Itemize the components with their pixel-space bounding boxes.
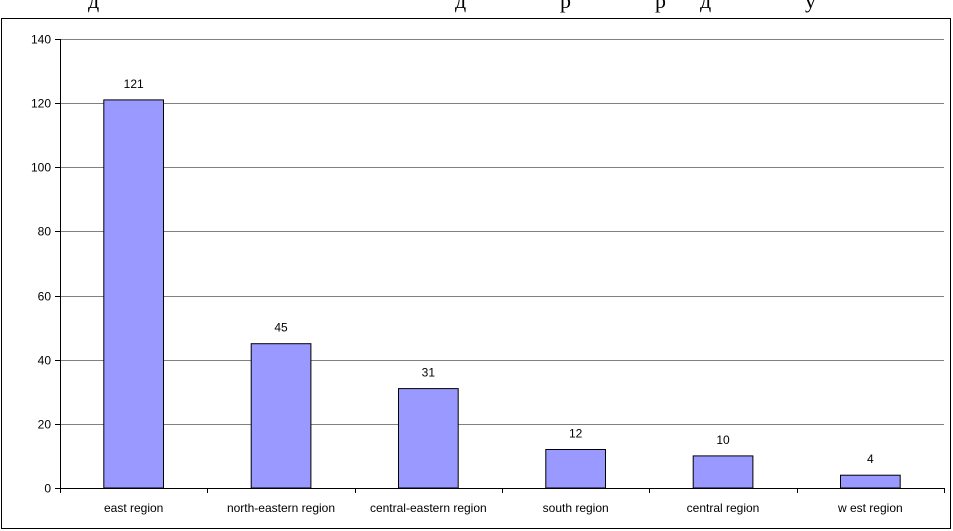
x-category-label: north-eastern region (227, 501, 335, 515)
gridlines (60, 39, 944, 425)
cropped-caption-fragment: р (655, 0, 666, 13)
cropped-caption-fragment: р (560, 0, 571, 13)
x-axis-ticks: east region north-eastern region central-e… (60, 488, 945, 515)
data-label: 12 (569, 427, 583, 441)
bars: 121 45 31 12 10 4 (103, 77, 901, 489)
data-label: 121 (124, 77, 144, 91)
cropped-caption-text: д д р р д у (0, 0, 953, 17)
y-tick-label: 0 (44, 482, 51, 496)
data-label: 10 (716, 433, 730, 447)
y-tick-label: 100 (31, 161, 51, 175)
bar-4 (545, 449, 606, 489)
cropped-caption-fragment: д (455, 0, 467, 13)
y-tick-label: 60 (38, 290, 52, 304)
y-tick-label: 80 (38, 225, 52, 239)
cropped-caption-fragment: у (805, 0, 816, 13)
data-label: 45 (274, 321, 288, 335)
y-tick-label: 40 (38, 354, 52, 368)
bar-1 (103, 99, 165, 489)
bar-3 (398, 388, 459, 489)
bar-6 (840, 474, 901, 489)
data-label: 31 (422, 366, 436, 380)
data-label: 4 (867, 452, 874, 466)
y-tick-label: 120 (31, 97, 51, 111)
x-category-label: central-eastern region (370, 501, 487, 515)
x-category-label: south region (543, 501, 609, 515)
y-axis-ticks: 0 20 40 60 80 100 120 140 (31, 33, 60, 496)
bar-5 (692, 455, 754, 489)
x-category-label: east region (104, 501, 163, 515)
cropped-caption-fragment: д (700, 0, 712, 13)
x-category-label: central region (687, 501, 760, 515)
x-category-label: w est region (837, 501, 903, 515)
y-tick-label: 140 (31, 33, 51, 47)
bar-chart: 0 20 40 60 80 100 120 140 121 45 31 12 10 4 east reg… (31, 33, 945, 515)
cropped-caption-fragment: д (88, 0, 100, 13)
bar-2 (250, 343, 312, 489)
axes (60, 39, 944, 489)
chart-area: 0 20 40 60 80 100 120 140 121 45 31 12 10 4 east reg… (1, 18, 951, 529)
y-tick-label: 20 (38, 418, 52, 432)
